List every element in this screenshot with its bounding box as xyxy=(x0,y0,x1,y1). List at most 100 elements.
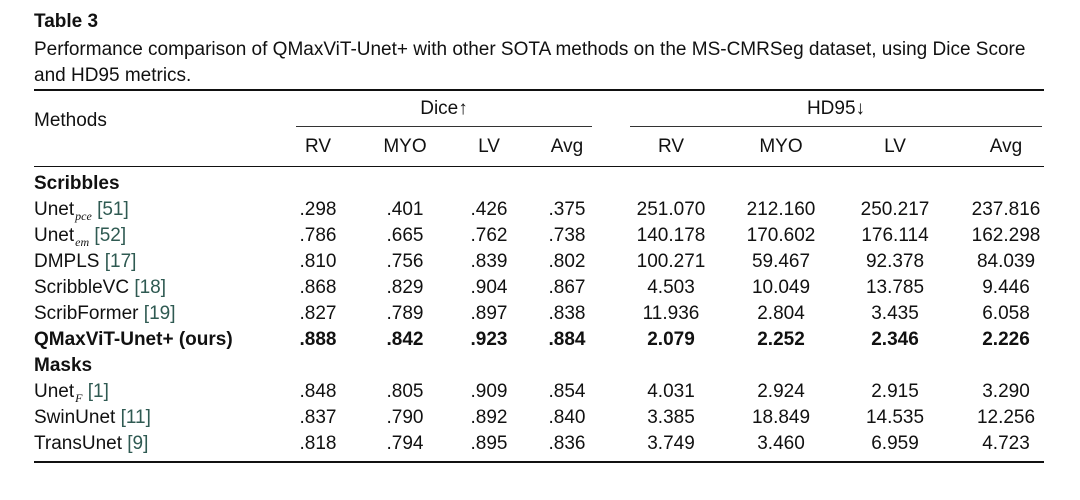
table-cell: .892 xyxy=(470,407,508,428)
table-cell: 12.256 xyxy=(976,407,1036,428)
table-cell: 250.217 xyxy=(860,199,930,220)
table-rule xyxy=(34,89,1044,91)
table-cell: .805 xyxy=(386,381,424,402)
table-cell: 237.816 xyxy=(971,199,1041,220)
table-cell: 162.298 xyxy=(971,225,1041,246)
table-cell: .895 xyxy=(470,433,508,454)
method-name: SwinUnet xyxy=(34,407,116,428)
table-cell: 2.915 xyxy=(871,381,919,402)
method-name: TransUnet xyxy=(34,433,122,454)
table-cell: .790 xyxy=(386,407,424,428)
table-cell: 3.290 xyxy=(982,381,1030,402)
method-subscript: F xyxy=(75,391,83,405)
table-caption: Performance comparison of QMaxViT-Unet+ … xyxy=(34,39,1026,86)
table-cell: 84.039 xyxy=(976,251,1036,272)
table-cell: 2.924 xyxy=(757,381,805,402)
table-cell: .904 xyxy=(470,277,508,298)
table-cell: .802 xyxy=(548,251,586,272)
table-cell: .839 xyxy=(470,251,508,272)
table-cell: .923 xyxy=(470,329,508,350)
table-cell: 3.460 xyxy=(757,433,805,454)
column-header: RV xyxy=(657,136,685,157)
column-header: RV xyxy=(304,136,332,157)
table-cell: .794 xyxy=(386,433,424,454)
table-cell: 4.723 xyxy=(982,433,1030,454)
table-cell: .909 xyxy=(470,381,508,402)
table-cell: 2.079 xyxy=(647,329,695,350)
table-cell: .842 xyxy=(386,329,424,350)
table-cell: 13.785 xyxy=(865,277,925,298)
table-cell: 2.226 xyxy=(982,329,1030,350)
table-cell: 4.503 xyxy=(647,277,695,298)
table-figure: Table 3 Performance comparison of QMaxVi… xyxy=(34,10,1044,463)
table-cell: 9.446 xyxy=(982,277,1030,298)
table-label: Table 3 xyxy=(34,11,99,32)
table-cell: .848 xyxy=(299,381,337,402)
citation-link[interactable]: [52] xyxy=(94,225,127,246)
table-cell: .789 xyxy=(386,303,424,324)
table-cell: 6.058 xyxy=(982,303,1030,324)
group-rule-dice xyxy=(296,126,592,127)
table-cell: .836 xyxy=(548,433,586,454)
table-cell: .827 xyxy=(299,303,337,324)
table-cell: 2.252 xyxy=(757,329,805,350)
method-suffix: (ours) xyxy=(178,329,233,350)
table-cell: .818 xyxy=(299,433,337,454)
method-name: Unet xyxy=(34,225,75,246)
table-cell: .762 xyxy=(470,225,508,246)
citation-link[interactable]: [17] xyxy=(104,251,137,272)
table-cell: .426 xyxy=(470,199,508,220)
method-subscript: em xyxy=(75,235,90,249)
table-cell: .401 xyxy=(386,199,424,220)
table-cell: .786 xyxy=(299,225,337,246)
table-cell: .298 xyxy=(299,199,337,220)
table-cell: 14.535 xyxy=(865,407,925,428)
table-cell: 170.602 xyxy=(746,225,816,246)
table-cell: 3.435 xyxy=(871,303,919,324)
table-cell: 10.049 xyxy=(751,277,811,298)
table-cell: .897 xyxy=(470,303,508,324)
column-header: LV xyxy=(478,136,500,157)
table-cell: 11.936 xyxy=(642,303,700,324)
method-name: ScribbleVC xyxy=(34,277,130,298)
table-row-method: QMaxViT-Unet+ (ours) xyxy=(34,327,233,353)
method-name: DMPLS xyxy=(34,251,100,272)
table-row-method: DMPLS [17] xyxy=(34,249,136,275)
column-group-hd95: HD95↓ xyxy=(806,98,866,119)
table-cell: 4.031 xyxy=(647,381,695,402)
section-title: Scribbles xyxy=(34,173,120,194)
table-cell: .838 xyxy=(548,303,586,324)
table-cell: .854 xyxy=(548,381,586,402)
table-cell: .810 xyxy=(299,251,337,272)
table-cell: .868 xyxy=(299,277,337,298)
citation-link[interactable]: [18] xyxy=(134,277,167,298)
table-cell: 140.178 xyxy=(636,225,706,246)
table-row-method: SwinUnet [11] xyxy=(34,405,151,431)
table-cell: .756 xyxy=(386,251,424,272)
citation-link[interactable]: [51] xyxy=(97,199,129,220)
table-cell: .829 xyxy=(386,277,424,298)
table-cell: 3.385 xyxy=(647,407,695,428)
group-rule-hd95 xyxy=(630,126,1042,127)
method-subscript: pce xyxy=(75,209,92,223)
table-cell: 251.070 xyxy=(636,199,706,220)
citation-link[interactable]: [1] xyxy=(87,381,109,402)
table-cell: 176.114 xyxy=(861,225,929,246)
table-cell: 2.346 xyxy=(871,329,919,350)
citation-link[interactable]: [9] xyxy=(127,433,149,454)
table-cell: .837 xyxy=(299,407,337,428)
citation-link[interactable]: [19] xyxy=(143,303,176,324)
table-cell: .738 xyxy=(548,225,586,246)
method-name: QMaxViT-Unet+ xyxy=(34,329,174,350)
table-cell: .888 xyxy=(299,329,337,350)
table-row-method: Unetem [52] xyxy=(34,223,126,250)
table-cell: 2.804 xyxy=(757,303,805,324)
table-cell: .375 xyxy=(548,199,586,220)
table-row-method: TransUnet [9] xyxy=(34,431,148,457)
method-name: Unet xyxy=(34,381,75,402)
table-rule xyxy=(34,166,1044,167)
table-rule xyxy=(34,461,1044,463)
citation-link[interactable]: [11] xyxy=(120,407,151,428)
table-cell: .665 xyxy=(386,225,424,246)
table-cell: 92.378 xyxy=(865,251,925,272)
